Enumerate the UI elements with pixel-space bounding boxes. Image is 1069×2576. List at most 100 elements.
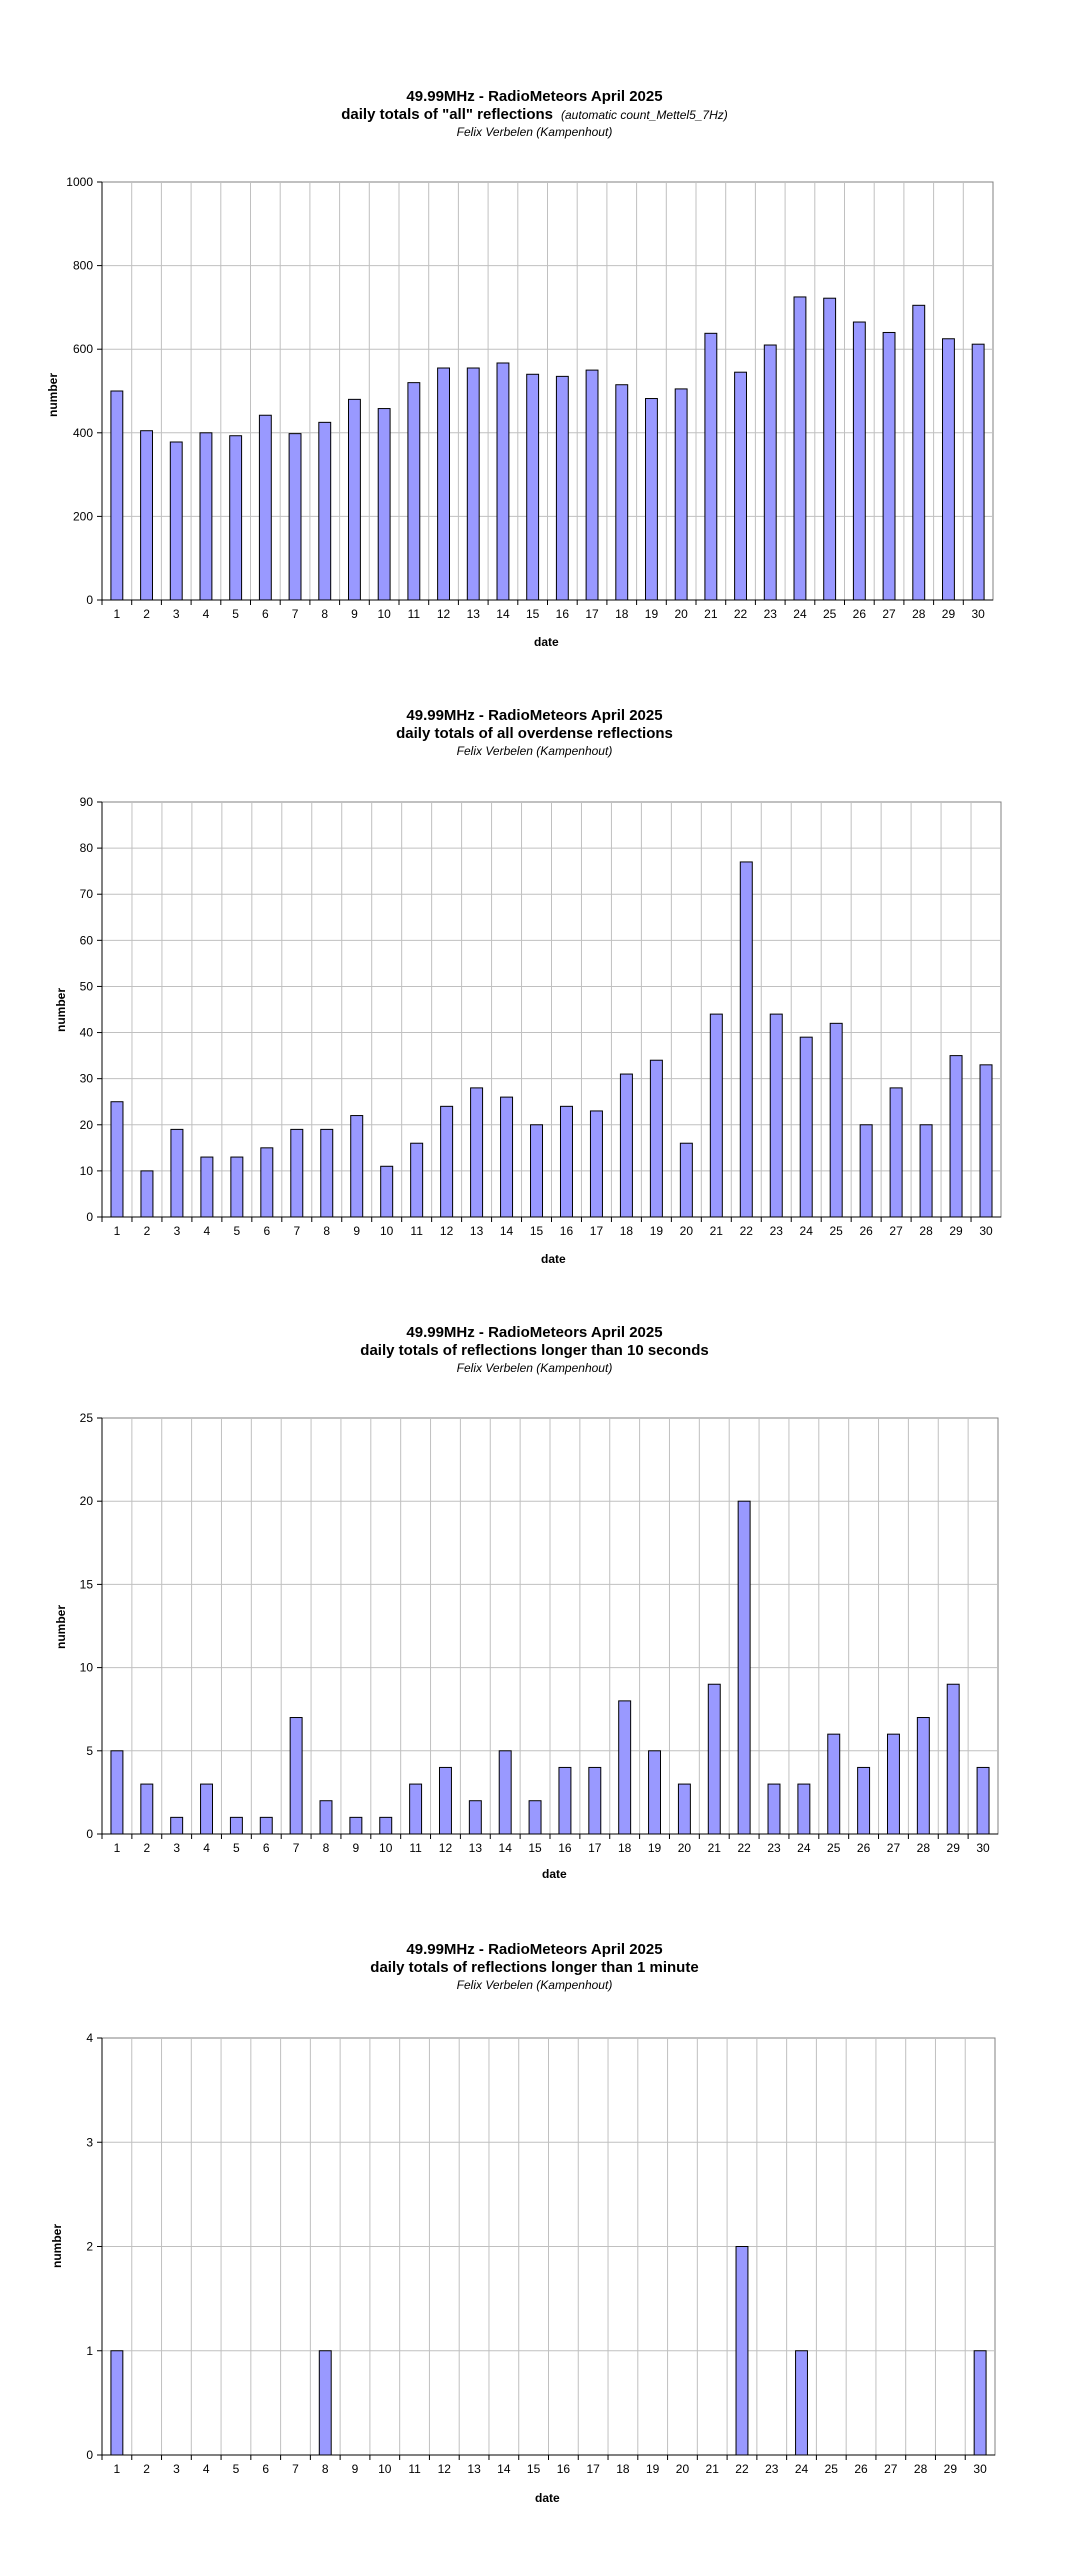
x-tick-label: 12 bbox=[438, 2462, 452, 2476]
x-tick-label: 9 bbox=[351, 607, 358, 621]
x-tick-label: 10 bbox=[378, 2462, 392, 2476]
x-tick-label: 25 bbox=[825, 2462, 839, 2476]
bar bbox=[498, 1750, 512, 1835]
x-axis-label: date bbox=[535, 2491, 560, 2505]
y-tick-label: 0 bbox=[86, 1827, 93, 1841]
bar bbox=[886, 1733, 900, 1835]
chart-author: Felix Verbelen (Kampenhout) bbox=[456, 744, 613, 758]
bar bbox=[440, 1105, 454, 1218]
x-tick-label: 17 bbox=[585, 607, 599, 621]
bar bbox=[230, 1156, 244, 1218]
bar bbox=[410, 1142, 424, 1218]
y-tick-label: 50 bbox=[80, 979, 94, 993]
bar bbox=[946, 1683, 960, 1835]
x-tick-label: 1 bbox=[114, 2462, 121, 2476]
bar bbox=[823, 297, 837, 601]
chart-subtitle: daily totals of reflections longer than … bbox=[360, 1342, 709, 1359]
x-tick-label: 3 bbox=[173, 1841, 180, 1855]
x-tick-label: 23 bbox=[764, 607, 778, 621]
x-tick-label: 25 bbox=[823, 607, 837, 621]
bar bbox=[110, 390, 124, 601]
bar bbox=[589, 1110, 603, 1218]
y-tick-label: 800 bbox=[73, 259, 93, 273]
x-tick-label: 30 bbox=[971, 607, 985, 621]
y-tick-label: 0 bbox=[86, 593, 93, 607]
x-tick-label: 27 bbox=[889, 1224, 903, 1238]
bar bbox=[380, 1165, 394, 1218]
x-tick-label: 3 bbox=[173, 2462, 180, 2476]
bar bbox=[559, 1105, 573, 1218]
x-tick-label: 11 bbox=[409, 1841, 422, 1855]
x-tick-label: 14 bbox=[499, 1841, 513, 1855]
x-tick-label: 29 bbox=[947, 1841, 961, 1855]
bar bbox=[799, 1036, 813, 1218]
bar bbox=[971, 343, 985, 601]
x-tick-label: 4 bbox=[204, 1224, 211, 1238]
bar bbox=[942, 338, 955, 601]
x-tick-label: 2 bbox=[143, 607, 150, 621]
chart-subtitle-note: (automatic count_Mettel5_7Hz) bbox=[561, 108, 728, 122]
y-tick-label: 80 bbox=[80, 841, 94, 855]
bar bbox=[468, 1800, 482, 1835]
x-tick-label: 8 bbox=[323, 1841, 330, 1855]
bar bbox=[379, 1816, 393, 1835]
x-tick-label: 1 bbox=[114, 1224, 121, 1238]
x-tick-label: 29 bbox=[942, 607, 956, 621]
bar bbox=[674, 388, 688, 601]
x-tick-label: 29 bbox=[944, 2462, 958, 2476]
bar bbox=[258, 414, 272, 601]
bar bbox=[260, 1147, 274, 1218]
x-tick-label: 19 bbox=[645, 607, 659, 621]
x-tick-label: 22 bbox=[735, 2462, 749, 2476]
bar bbox=[976, 1766, 990, 1835]
x-tick-label: 9 bbox=[353, 1224, 360, 1238]
y-tick-label: 3 bbox=[86, 2135, 93, 2149]
y-tick-label: 400 bbox=[73, 426, 93, 440]
x-tick-label: 20 bbox=[680, 1224, 694, 1238]
bar bbox=[615, 384, 629, 601]
x-tick-label: 26 bbox=[854, 2462, 868, 2476]
x-tick-label: 4 bbox=[203, 607, 210, 621]
y-tick-label: 25 bbox=[80, 1411, 94, 1425]
x-tick-label: 6 bbox=[262, 2462, 269, 2476]
y-tick-label: 15 bbox=[80, 1577, 94, 1591]
x-tick-label: 21 bbox=[708, 1841, 722, 1855]
bar bbox=[979, 1064, 993, 1218]
x-tick-label: 19 bbox=[646, 2462, 660, 2476]
bar bbox=[496, 362, 510, 601]
x-tick-label: 23 bbox=[767, 1841, 781, 1855]
bar bbox=[679, 1142, 693, 1218]
x-tick-label: 18 bbox=[616, 2462, 630, 2476]
bar bbox=[709, 1013, 723, 1218]
bar bbox=[200, 1156, 214, 1218]
x-tick-label: 19 bbox=[650, 1224, 664, 1238]
x-tick-label: 27 bbox=[884, 2462, 898, 2476]
x-tick-label: 1 bbox=[114, 607, 121, 621]
bar bbox=[438, 1766, 452, 1835]
x-tick-label: 10 bbox=[379, 1841, 393, 1855]
bar bbox=[645, 398, 658, 601]
bar bbox=[170, 1128, 184, 1218]
bar bbox=[707, 1683, 721, 1835]
bar bbox=[526, 373, 540, 601]
chart-title: 49.99MHz - RadioMeteors April 2025 bbox=[406, 707, 663, 724]
x-tick-label: 23 bbox=[765, 2462, 779, 2476]
x-tick-label: 11 bbox=[410, 1224, 423, 1238]
x-tick-label: 2 bbox=[143, 1841, 150, 1855]
x-tick-label: 16 bbox=[557, 2462, 571, 2476]
bar bbox=[318, 421, 332, 601]
x-axis-label: date bbox=[534, 635, 559, 649]
x-tick-label: 16 bbox=[560, 1224, 574, 1238]
x-tick-label: 7 bbox=[293, 1224, 300, 1238]
x-tick-label: 21 bbox=[706, 2462, 720, 2476]
bar bbox=[199, 432, 213, 601]
x-tick-label: 13 bbox=[469, 1841, 483, 1855]
chart-panel-longer-than-1min: 49.99MHz - RadioMeteors April 2025 daily… bbox=[0, 1941, 1069, 2561]
bar bbox=[320, 1128, 334, 1218]
x-tick-label: 15 bbox=[526, 607, 540, 621]
x-tick-label: 11 bbox=[408, 2462, 421, 2476]
x-tick-label: 28 bbox=[912, 607, 926, 621]
x-tick-label: 9 bbox=[353, 1841, 360, 1855]
